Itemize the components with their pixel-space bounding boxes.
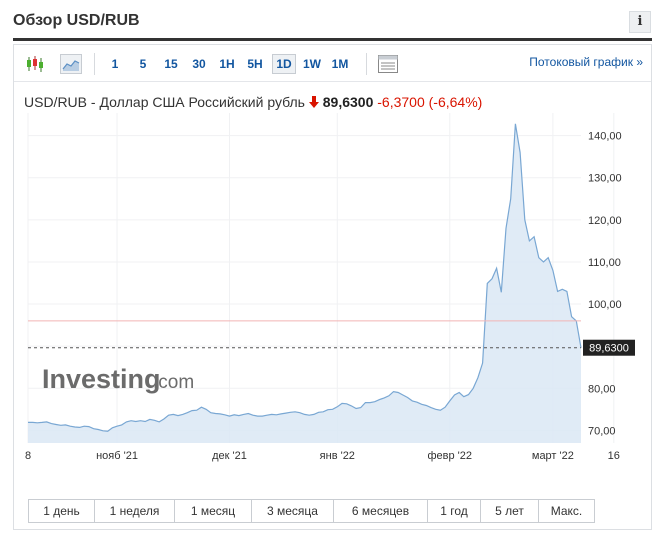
area-chart-icon[interactable] — [60, 54, 82, 74]
interval-15m[interactable]: 15 — [164, 57, 178, 71]
x-tick-label: нояб '21 — [96, 450, 138, 462]
instrument-change: -6,3700 — [377, 94, 425, 110]
header-underline — [13, 38, 652, 41]
instrument-name: USD/RUB - Доллар США Российский рубль — [24, 94, 305, 110]
range-6-months[interactable]: 6 месяцев — [334, 500, 428, 522]
watermark-brand: Investing — [42, 364, 161, 394]
y-axis: 70,0080,0090,00100,00110,00120,00130,001… — [588, 131, 622, 438]
price-chart[interactable]: Investing .com 70,0080,0090,00100,00110,… — [14, 45, 651, 485]
y-tick-label: 80,00 — [588, 383, 616, 395]
candlestick-icon[interactable] — [24, 54, 46, 74]
interval-1m[interactable]: 1 — [111, 57, 119, 71]
watermark: Investing .com — [42, 364, 194, 394]
time-range-selector: 1 день 1 неделя 1 месяц 3 месяца 6 месяц… — [28, 499, 595, 523]
x-tick-label: 16 — [608, 450, 620, 462]
interval-5h[interactable]: 5H — [247, 57, 263, 71]
x-tick-label: март '22 — [532, 450, 574, 462]
y-tick-label: 140,00 — [588, 131, 622, 143]
y-tick-label: 130,00 — [588, 173, 622, 185]
price-area-fill — [28, 123, 581, 444]
range-5-years[interactable]: 5 лет — [481, 500, 539, 522]
interval-5m[interactable]: 5 — [139, 57, 147, 71]
x-tick-label: февр '22 — [428, 450, 473, 462]
range-max[interactable]: Макс. — [539, 500, 594, 522]
interval-1d[interactable]: 1D — [272, 54, 296, 74]
chart-toolbar: 1 5 15 30 1H 5H 1D 1W 1M Потоковый графи… — [14, 45, 651, 82]
interval-1mo[interactable]: 1M — [331, 57, 349, 71]
price-line — [28, 123, 582, 432]
instrument-price: 89,6300 — [322, 94, 374, 110]
y-tick-label: 110,00 — [588, 257, 621, 269]
header: Обзор USD/RUB i — [0, 0, 664, 44]
interval-30m[interactable]: 30 — [192, 57, 206, 71]
x-tick-label: янв '22 — [320, 450, 355, 462]
current-price-tag — [583, 339, 635, 356]
instrument-quote: USD/RUB - Доллар США Российский рубль 89… — [24, 94, 482, 110]
range-1-year[interactable]: 1 год — [428, 500, 481, 522]
price-series — [28, 123, 582, 444]
down-arrow-icon — [308, 96, 319, 108]
toolbar-divider — [94, 53, 95, 75]
interval-1h[interactable]: 1H — [219, 57, 235, 71]
x-tick-label: дек '21 — [212, 450, 247, 462]
x-tick-label: 8 — [25, 450, 31, 462]
y-tick-label: 100,00 — [588, 299, 622, 311]
chart-settings-icon[interactable] — [377, 54, 399, 74]
range-3-months[interactable]: 3 месяца — [252, 500, 334, 522]
page-title: Обзор USD/RUB — [13, 12, 140, 29]
range-1-day[interactable]: 1 день — [29, 500, 95, 522]
y-tick-label: 120,00 — [588, 215, 622, 227]
chart-panel: 1 5 15 30 1H 5H 1D 1W 1M Потоковый графи… — [13, 44, 652, 530]
streaming-chart-link[interactable]: Потоковый график » — [529, 55, 643, 69]
current-price-marker: 89,6300 — [28, 320, 635, 356]
interval-1w[interactable]: 1W — [303, 57, 321, 71]
toolbar-divider — [366, 53, 367, 75]
info-icon[interactable]: i — [629, 11, 651, 33]
watermark-suffix: .com — [153, 372, 194, 393]
current-price-label: 89,6300 — [589, 343, 629, 355]
x-axis: 8 нояб '21 дек '21 янв '22 февр '22 март '22 1… — [25, 450, 620, 462]
y-tick-label: 70,00 — [588, 425, 616, 437]
range-1-month[interactable]: 1 месяц — [175, 500, 252, 522]
range-1-week[interactable]: 1 неделя — [95, 500, 175, 522]
instrument-change-percent: (-6,64%) — [428, 94, 483, 110]
